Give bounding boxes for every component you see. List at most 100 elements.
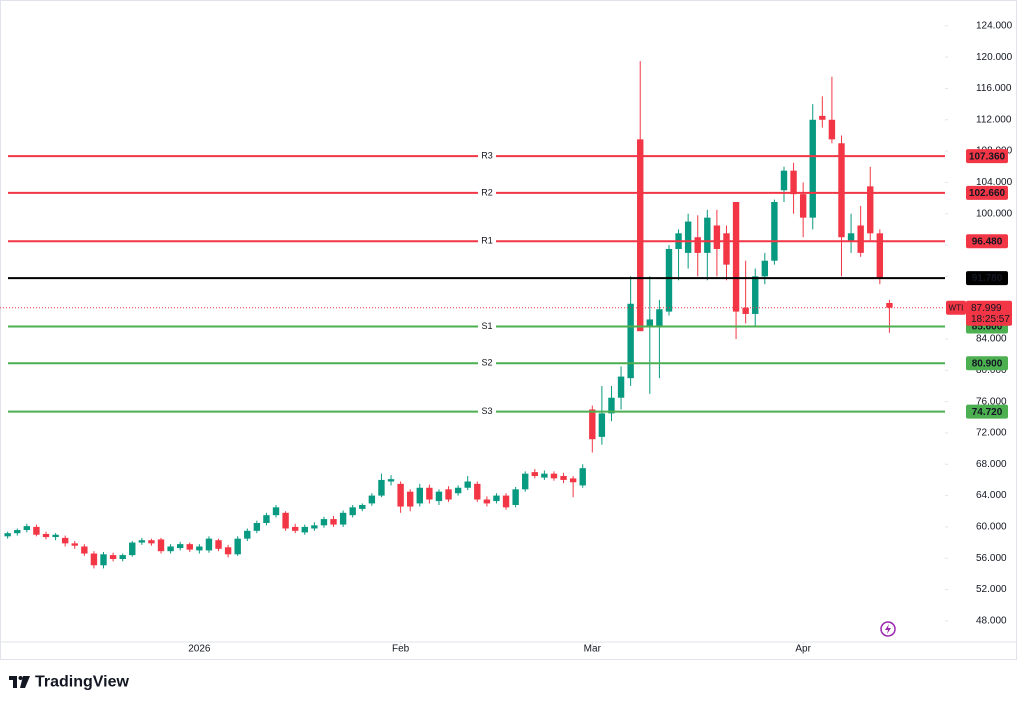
- level-tag: [966, 234, 1008, 249]
- countdown-label: 18:25:57: [971, 314, 1010, 325]
- level-tag: [966, 185, 1008, 200]
- candle-body: [886, 302, 893, 308]
- candle-body: [531, 472, 538, 477]
- candle-body: [828, 119, 836, 140]
- y-tick-label: 84.000: [976, 334, 1007, 345]
- candle-body: [71, 543, 78, 546]
- lightning-icon[interactable]: [880, 621, 896, 637]
- candle-body: [368, 495, 376, 504]
- candle-body: [435, 491, 443, 502]
- frame: [0, 0, 1017, 660]
- x-tick-label: 2026: [188, 644, 211, 655]
- candle-body: [464, 481, 471, 488]
- candle-body: [608, 397, 615, 414]
- candle-body: [407, 491, 414, 507]
- candle-body: [244, 530, 251, 539]
- candle-body: [81, 546, 88, 554]
- candle-body: [311, 525, 318, 529]
- candle-body: [742, 307, 749, 314]
- plot: [4, 61, 893, 569]
- candle-body: [761, 260, 769, 277]
- candle-body: [330, 519, 337, 525]
- candle-body: [426, 487, 433, 500]
- candle-body: [617, 376, 625, 398]
- candle-body: [732, 201, 740, 312]
- y-tick-label: 48.000: [976, 616, 1007, 627]
- candle-body: [61, 537, 69, 544]
- candle-body: [780, 170, 788, 191]
- candle-body: [167, 546, 174, 552]
- candle-body: [90, 553, 98, 566]
- y-tick-label: 104.000: [976, 177, 1013, 188]
- x-tick-label: Mar: [584, 644, 602, 655]
- level-name-bg: [478, 357, 496, 370]
- y-tick-label: 68.000: [976, 459, 1007, 470]
- candle-body: [847, 233, 855, 242]
- y-tick-label: 80.000: [976, 365, 1007, 376]
- candle-body: [569, 478, 577, 483]
- candle-body: [100, 554, 107, 566]
- candle-body: [589, 409, 596, 440]
- level-tag-label: 107.360: [969, 151, 1006, 162]
- y-tick-label: 116.000: [976, 83, 1012, 94]
- candle-body: [694, 237, 701, 253]
- candle-body: [646, 319, 654, 328]
- level-name-bg: [478, 186, 496, 199]
- candle-body: [148, 540, 155, 544]
- level-name: S2: [481, 358, 492, 368]
- candle-body: [752, 276, 759, 314]
- level-name-bg: [478, 235, 496, 248]
- y-tick-label: 52.000: [976, 584, 1007, 595]
- candle-body: [512, 489, 519, 505]
- candle-body: [522, 473, 529, 490]
- candle-body: [359, 504, 366, 509]
- candle-body: [253, 522, 261, 531]
- candle-body: [474, 483, 481, 500]
- candle-body: [723, 233, 730, 265]
- candle-body: [838, 143, 845, 238]
- last-price-label: 87.999: [971, 303, 1002, 314]
- level-tag: [966, 149, 1008, 164]
- candle-body: [263, 515, 270, 523]
- level-tag: [966, 404, 1008, 419]
- candle-body: [541, 473, 548, 478]
- last-price-tag: [966, 300, 1012, 326]
- candle-body: [215, 540, 222, 549]
- candle-body: [387, 479, 395, 482]
- candle-body: [272, 507, 280, 516]
- candle-body: [656, 309, 663, 328]
- level-name: S1: [481, 321, 492, 331]
- level-name-bg: [478, 320, 496, 333]
- candle-body: [867, 186, 874, 234]
- y-tick-label: 120.000: [976, 52, 1013, 63]
- candle-body: [205, 538, 213, 551]
- candle-body: [397, 483, 404, 507]
- x-tick-label: Feb: [392, 644, 410, 655]
- level-tag-label: 96.480: [972, 236, 1003, 247]
- candle-body: [809, 119, 816, 218]
- candle-body: [176, 544, 184, 549]
- candle-body: [598, 413, 606, 437]
- level-tag-label: 80.900: [972, 358, 1003, 369]
- candle-body: [550, 473, 558, 479]
- y-tick-label: 56.000: [976, 553, 1007, 564]
- y-tick-label: 76.000: [976, 396, 1007, 407]
- level-tag-label: 102.660: [969, 188, 1006, 199]
- candle-body: [224, 547, 232, 555]
- candle-body: [138, 540, 146, 543]
- level-name-bg: [478, 150, 496, 163]
- candle-body: [119, 555, 126, 560]
- candle-body: [483, 499, 491, 504]
- candle-body: [637, 139, 644, 332]
- level-name: R3: [481, 150, 493, 160]
- level-name-bg: [478, 405, 496, 418]
- candle-body: [196, 546, 203, 551]
- y-tick-label: 72.000: [976, 428, 1007, 439]
- candle-body: [339, 512, 347, 525]
- candle-body: [349, 507, 356, 516]
- level-tag: [966, 271, 1008, 286]
- candle-body: [186, 544, 193, 550]
- level-tag: [966, 356, 1008, 371]
- candle-body: [445, 489, 452, 500]
